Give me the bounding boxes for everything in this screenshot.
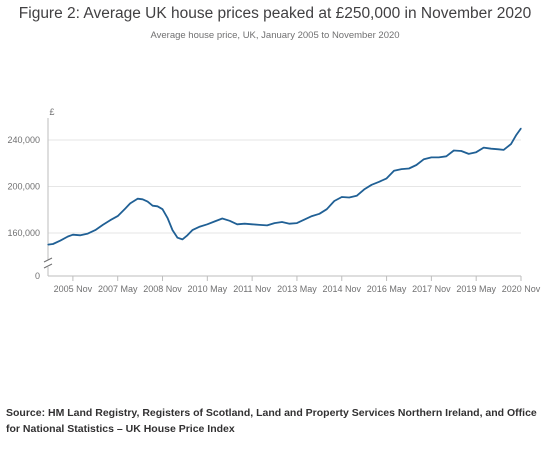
data-point bbox=[348, 196, 350, 199]
axes bbox=[43, 118, 522, 281]
data-point bbox=[266, 224, 268, 226]
data-point bbox=[47, 244, 49, 246]
x-tick-label: 2013 May bbox=[277, 284, 317, 294]
chart-title: Figure 2: Average UK house prices peaked… bbox=[18, 5, 532, 22]
gridlines bbox=[48, 139, 521, 277]
series-layer bbox=[47, 127, 522, 246]
data-point bbox=[363, 188, 365, 190]
data-point bbox=[510, 143, 512, 145]
data-point bbox=[520, 127, 522, 129]
x-tick-label: 2011 Nov bbox=[233, 284, 271, 294]
y-tick-label: 240,000 bbox=[7, 135, 40, 145]
data-point bbox=[430, 156, 432, 158]
data-point bbox=[296, 222, 298, 224]
data-point bbox=[311, 215, 313, 217]
data-point bbox=[326, 208, 328, 210]
data-point bbox=[166, 217, 169, 219]
data-point bbox=[468, 153, 470, 155]
data-point bbox=[386, 177, 388, 179]
data-point bbox=[490, 148, 492, 150]
data-point bbox=[475, 151, 477, 153]
data-point bbox=[356, 195, 358, 197]
data-point bbox=[288, 223, 291, 225]
data-point bbox=[176, 237, 179, 239]
data-point bbox=[59, 240, 62, 242]
x-tick-label: 2010 May bbox=[188, 284, 228, 294]
y-axis-label: £ bbox=[49, 107, 54, 117]
data-point bbox=[341, 196, 343, 198]
data-point bbox=[152, 205, 154, 207]
y-tick-label: 0 bbox=[35, 271, 40, 281]
data-point bbox=[236, 223, 238, 225]
data-point bbox=[67, 235, 69, 238]
data-point bbox=[181, 238, 183, 240]
line-chart: 0 160,000 200,000 240,000 £2005 Nov 2007 May 2… bbox=[7, 107, 540, 294]
data-point bbox=[161, 208, 164, 210]
axis-break-mark bbox=[43, 257, 53, 269]
data-point bbox=[87, 233, 89, 235]
data-point bbox=[142, 198, 144, 200]
x-tick-label: 2019 May bbox=[456, 284, 496, 294]
data-point bbox=[393, 170, 395, 172]
data-point bbox=[79, 234, 81, 236]
data-point bbox=[453, 149, 455, 152]
data-point bbox=[251, 223, 253, 225]
x-tick-label: 2020 Nov bbox=[502, 284, 541, 294]
data-point bbox=[273, 222, 276, 224]
data-point bbox=[199, 226, 201, 228]
data-point bbox=[515, 134, 517, 136]
data-point bbox=[303, 219, 305, 221]
x-tick-label: 2017 Nov bbox=[412, 284, 451, 294]
x-tick-label: 2016 May bbox=[367, 284, 407, 294]
data-point bbox=[423, 158, 425, 160]
data-point bbox=[333, 200, 335, 202]
x-tick-label: 2008 Nov bbox=[143, 284, 182, 294]
data-point bbox=[460, 150, 462, 152]
data-point bbox=[206, 223, 208, 225]
chart-subtitle: Average house price, UK, January 2005 to… bbox=[150, 30, 400, 41]
data-point bbox=[244, 223, 246, 225]
data-point bbox=[191, 229, 193, 231]
data-point bbox=[445, 155, 447, 157]
data-point bbox=[483, 147, 485, 149]
data-point bbox=[214, 220, 216, 222]
data-point bbox=[186, 234, 188, 236]
data-point bbox=[117, 215, 119, 217]
data-point bbox=[259, 224, 261, 226]
data-point bbox=[171, 229, 174, 231]
data-point bbox=[147, 201, 149, 203]
data-point bbox=[318, 213, 320, 215]
data-point bbox=[109, 219, 111, 221]
data-point bbox=[156, 205, 159, 207]
data-point bbox=[221, 217, 223, 220]
data-point bbox=[52, 243, 54, 245]
series-line bbox=[47, 127, 522, 246]
data-point bbox=[415, 164, 417, 166]
x-tick-label: 2014 Nov bbox=[322, 284, 361, 294]
data-point bbox=[400, 168, 403, 170]
data-point bbox=[378, 181, 380, 183]
data-point bbox=[124, 208, 126, 210]
data-point bbox=[408, 167, 410, 170]
data-point bbox=[102, 224, 104, 226]
data-point bbox=[438, 156, 440, 158]
data-point bbox=[94, 229, 96, 231]
data-point bbox=[129, 202, 131, 204]
data-point bbox=[371, 184, 373, 186]
x-tick-label: 2007 May bbox=[98, 284, 138, 294]
x-tick-label: 2005 Nov bbox=[54, 284, 93, 294]
source-note: Source: HM Land Registry, Registers of S… bbox=[6, 407, 537, 435]
data-point bbox=[498, 148, 500, 150]
data-point bbox=[72, 234, 74, 236]
tick-labels: 0 160,000 200,000 240,000 £2005 Nov 2007 May 2… bbox=[7, 107, 540, 294]
y-tick-label: 160,000 bbox=[7, 228, 40, 238]
data-point bbox=[503, 149, 505, 151]
data-point bbox=[137, 198, 139, 200]
data-point bbox=[229, 220, 231, 222]
y-tick-label: 200,000 bbox=[7, 182, 40, 192]
data-point bbox=[281, 221, 283, 223]
